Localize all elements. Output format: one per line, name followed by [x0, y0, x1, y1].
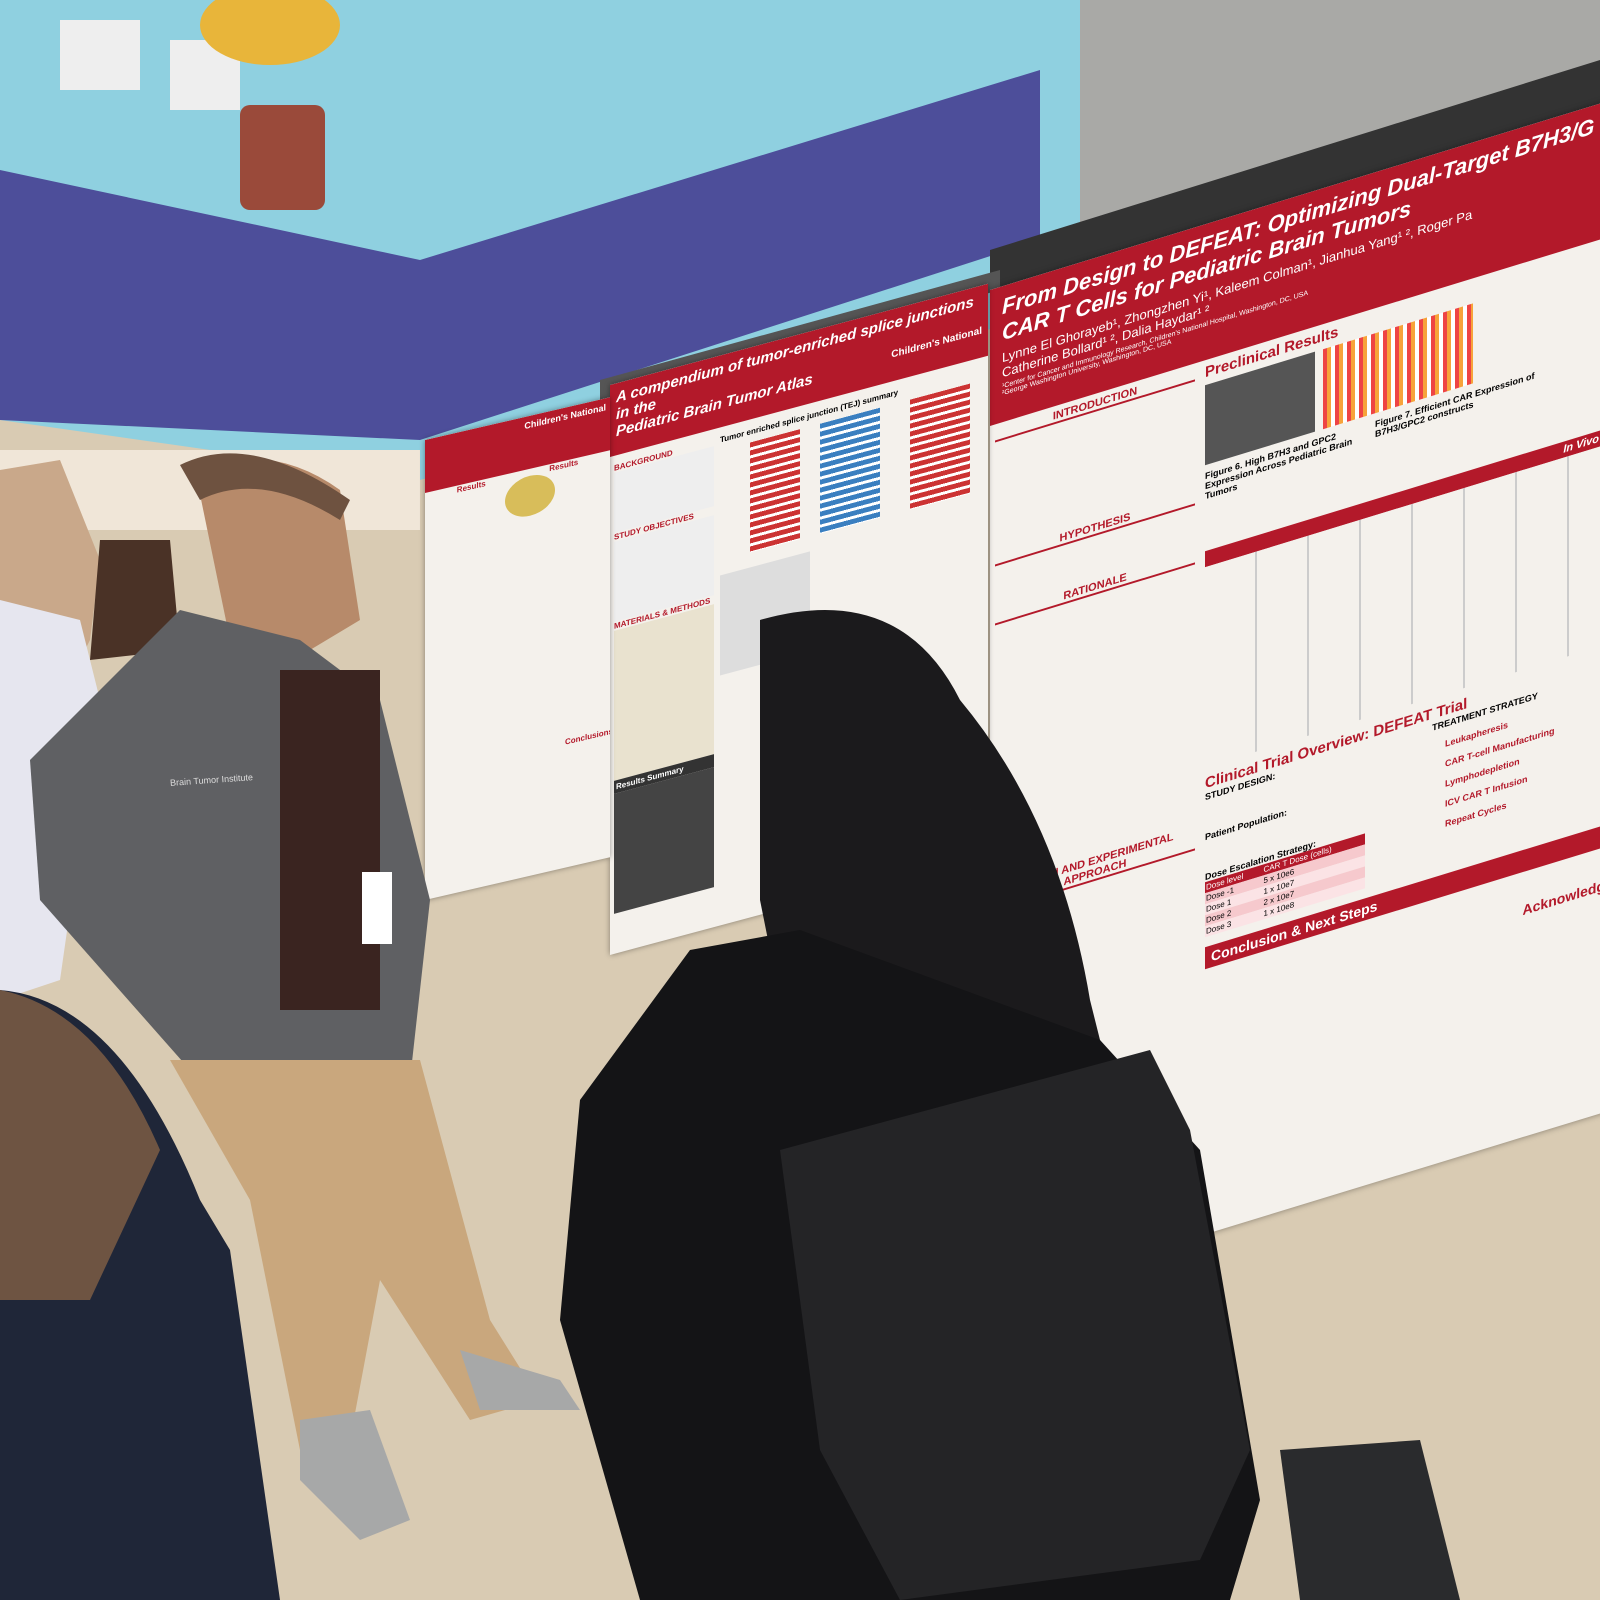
scene: From Design to DEFEAT: Optimizing Dual-T… [0, 0, 1600, 1600]
people [0, 453, 1460, 1600]
